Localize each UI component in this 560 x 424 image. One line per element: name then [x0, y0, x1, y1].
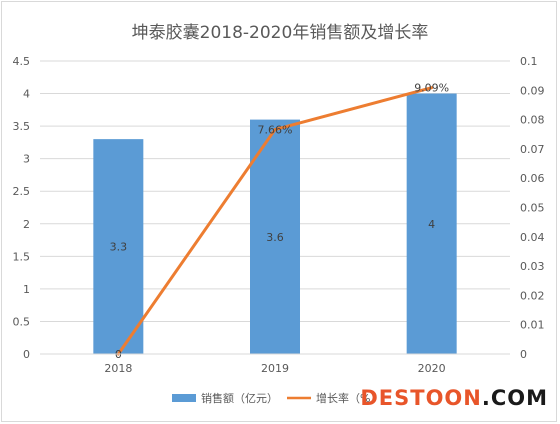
category-label: 2020: [418, 362, 446, 375]
left-tick-label: 0: [23, 348, 30, 361]
growth-value-label: 7.66%: [258, 124, 293, 137]
right-tick-label: 0.05: [520, 202, 545, 215]
bar-2019: [250, 119, 300, 354]
right-tick-label: 0.08: [520, 114, 545, 127]
left-tick-label: 4.5: [13, 55, 31, 68]
right-axis-ticks: 0 0.01 0.02 0.03 0.04 0.05 0.06 0.07 0.08 0.09 0.1: [520, 55, 545, 361]
right-tick-label: 0.1: [520, 55, 538, 68]
left-tick-label: 4: [23, 88, 30, 101]
left-tick-label: 1: [23, 283, 30, 296]
bar-value-label: 3.3: [110, 241, 128, 254]
watermark: DESTOON.COM: [360, 386, 548, 410]
bar-value-label: 3.6: [266, 231, 284, 244]
legend-label-growth: 增长率（%）: [316, 391, 381, 405]
bar-series: [93, 93, 457, 355]
right-tick-label: 0.07: [520, 143, 545, 156]
chart-title: 坤泰胶囊2018-2020年销售额及增长率: [132, 23, 429, 43]
legend: 销售额（亿元） 增长率（%）: [172, 391, 381, 405]
category-axis: 2018 2019 2020: [40, 353, 510, 375]
right-tick-label: 0.02: [520, 289, 545, 302]
legend-swatch-sales: [172, 394, 196, 402]
bar-2020: [406, 93, 457, 355]
right-tick-label: 0.01: [520, 319, 545, 332]
left-tick-label: 3.5: [13, 120, 31, 133]
right-tick-label: 0.09: [520, 84, 545, 97]
right-tick-label: 0.04: [520, 231, 545, 244]
right-tick-label: 0.03: [520, 260, 545, 273]
bar-data-labels: 3.3 3.6 4: [110, 218, 436, 254]
left-tick-label: 1.5: [13, 250, 31, 263]
watermark-com: .COM: [481, 386, 548, 410]
left-tick-label: 0.5: [13, 315, 31, 328]
legend-label-sales: 销售额（亿元）: [201, 391, 278, 405]
category-label: 2018: [104, 362, 132, 375]
left-tick-label: 3: [23, 153, 30, 166]
line-series: [116, 86, 434, 356]
bar-value-label: 4: [428, 218, 435, 231]
watermark-destoon: DESTOON: [360, 386, 482, 410]
growth-line: [116, 86, 434, 356]
category-label: 2019: [261, 362, 289, 375]
bar-2018: [93, 139, 144, 354]
right-tick-label: 0: [520, 348, 527, 361]
right-tick-label: 0.06: [520, 172, 545, 185]
left-axis-ticks: 0 0.5 1 1.5 2 2.5 3 3.5 4 4.5: [13, 55, 31, 361]
left-tick-label: 2: [23, 218, 30, 231]
growth-value-label: 9.09%: [414, 82, 449, 95]
left-tick-label: 2.5: [13, 185, 31, 198]
